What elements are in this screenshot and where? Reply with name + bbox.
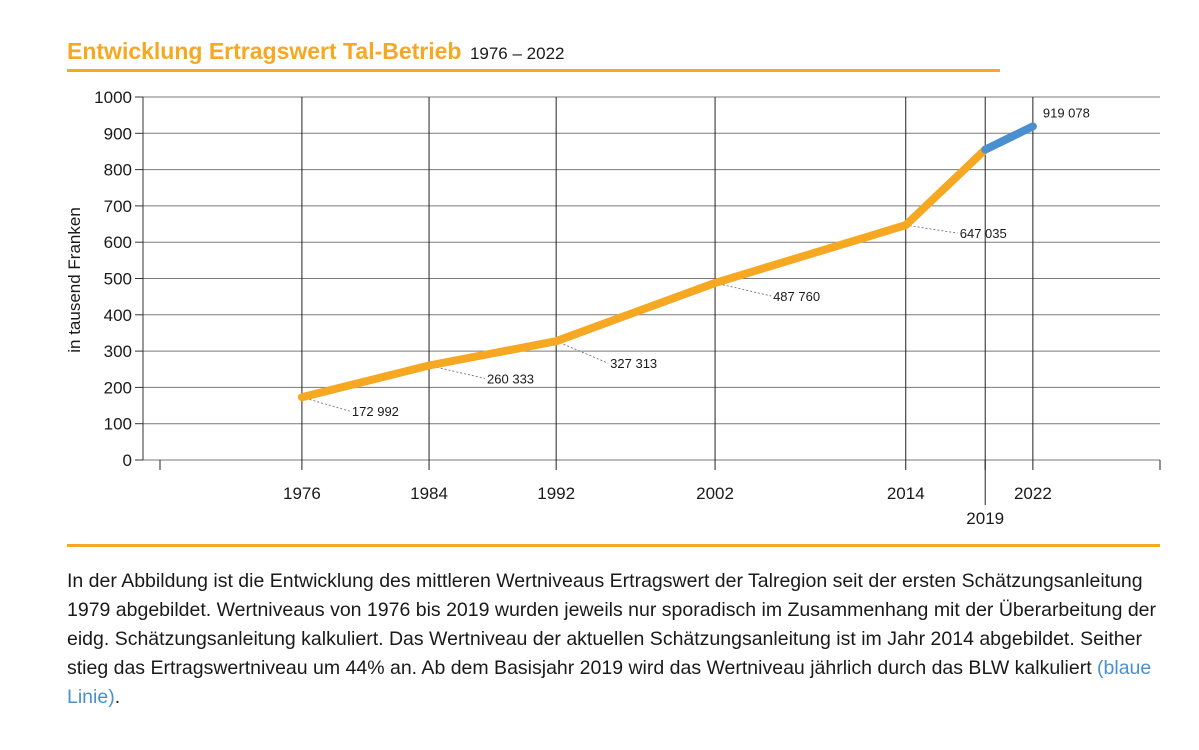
- data-label: 260 333: [487, 371, 534, 386]
- data-point: [712, 279, 719, 286]
- caption-blue-line-note: (blaue Linie): [67, 657, 1152, 708]
- y-tick-label: 900: [104, 124, 132, 143]
- series-line-orange: [297, 145, 990, 402]
- y-tick-label: 500: [104, 270, 132, 289]
- y-tick-label: 800: [104, 161, 132, 180]
- data-label: 919 078: [1043, 105, 1090, 120]
- x-tick-label: 2002: [696, 484, 734, 503]
- x-tick-label: 1976: [283, 484, 321, 503]
- caption-paragraph: In der Abbildung ist die Entwicklung des…: [67, 567, 1167, 712]
- y-tick-label: 100: [104, 415, 132, 434]
- y-tick-label: 1000: [94, 88, 132, 107]
- y-tick-label: 600: [104, 233, 132, 252]
- x-tick-label: 2019: [966, 509, 1004, 528]
- data-label: 172 992: [352, 404, 399, 419]
- data-point: [553, 338, 560, 345]
- title-main: Entwicklung Ertragswert Tal-Betrieb: [67, 38, 462, 64]
- x-tick-label: 2014: [887, 484, 925, 503]
- top-divider: [67, 69, 1000, 72]
- data-label-leader: [556, 340, 609, 364]
- y-tick-label: 200: [104, 378, 132, 397]
- y-tick-label: 400: [104, 306, 132, 325]
- caption-end: .: [114, 686, 121, 708]
- x-tick-label: 1984: [410, 484, 448, 503]
- data-point: [426, 362, 433, 369]
- data-label: 487 760: [773, 289, 820, 304]
- caption-text: In der Abbildung ist die Entwicklung des…: [67, 570, 1157, 679]
- data-point: [982, 146, 989, 153]
- series-line-blue: [981, 122, 1037, 154]
- data-label-leader: [714, 282, 772, 297]
- data-label-leader: [905, 224, 958, 234]
- y-axis-title: in tausend Franken: [65, 207, 84, 353]
- line-chart: 0 100 200 300 400 500 600 700 800 900 1000 1976 1984…: [65, 88, 1161, 528]
- data-point: [298, 394, 305, 401]
- x-tick-label: 2022: [1014, 484, 1052, 503]
- title-years: 1976 – 2022: [469, 44, 565, 63]
- data-label-leader: [301, 396, 351, 412]
- data-point: [1029, 123, 1036, 130]
- data-label: 647 035: [960, 226, 1007, 241]
- chart-title: Entwicklung Ertragswert Tal-Betrieb 1976…: [67, 38, 564, 65]
- y-tick-label: 700: [104, 197, 132, 216]
- bottom-divider: [67, 544, 1160, 547]
- x-tick-label: 1992: [537, 484, 575, 503]
- data-label: 327 313: [610, 356, 657, 371]
- y-tick-label: 0: [123, 451, 132, 470]
- data-point: [902, 222, 909, 229]
- y-tick-label: 300: [104, 342, 132, 361]
